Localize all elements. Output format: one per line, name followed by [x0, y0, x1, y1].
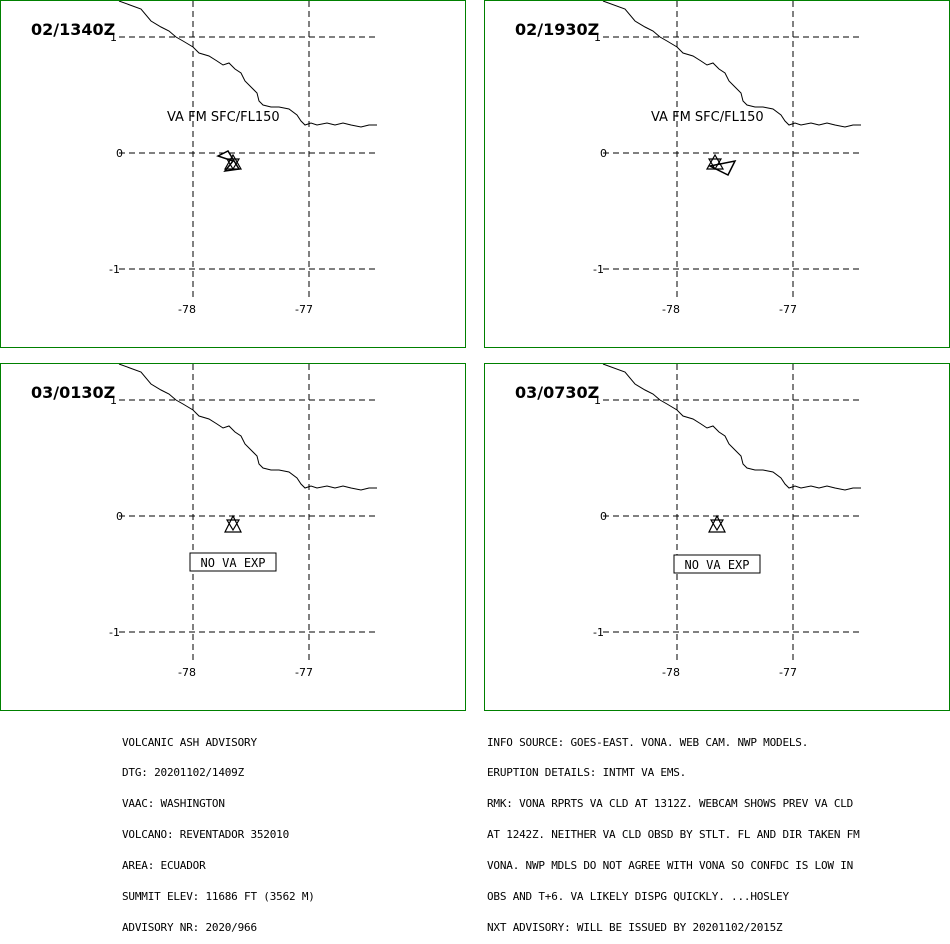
y-tick-label: 0 [116, 510, 123, 523]
coastline [602, 1, 861, 128]
y-tick-label: -1 [593, 626, 604, 639]
y-tick-label: -1 [109, 263, 120, 276]
no-va-label: NO VA EXP [200, 556, 265, 570]
x-tick-label: -77 [779, 666, 797, 679]
panel-time-label: 02/1340Z [31, 20, 115, 39]
grid-lines [603, 1, 861, 297]
map-panel-2: 1 0 -1 -78 -77 02/1930Z VA FM SFC/FL150 [484, 0, 950, 348]
no-va-label: NO VA EXP [684, 558, 749, 572]
y-tick-label: 1 [594, 31, 601, 44]
panel-time-label: 02/1930Z [515, 20, 599, 39]
advisory-text-left: VOLCANIC ASH ADVISORY DTG: 20201102/1409… [122, 717, 315, 944]
map-panel-4: 1 0 -1 -78 -77 03/0730Z NO VA EXP [484, 363, 950, 711]
y-tick-label: 1 [110, 31, 117, 44]
map-canvas-3: 1 0 -1 -78 -77 03/0130Z NO VA EXP [31, 364, 377, 679]
y-tick-label: -1 [109, 626, 120, 639]
x-tick-label: -77 [779, 303, 797, 316]
panel-time-label: 03/0730Z [515, 383, 599, 402]
y-tick-label: 1 [594, 394, 601, 407]
advisory-line: VONA. NWP MDLS DO NOT AGREE WITH VONA SO… [487, 859, 854, 873]
advisory-line: DTG: 20201102/1409Z [122, 766, 245, 780]
va-level-label: VA FM SFC/FL150 [651, 110, 764, 125]
advisory-line: VAAC: WASHINGTON [122, 797, 225, 811]
panel-time-label: 03/0130Z [31, 383, 115, 402]
coastline [118, 1, 377, 128]
map-panel-1: 1 0 -1 -78 -77 02/1340Z VA FM SFC/FL150 [0, 0, 466, 348]
advisory-line: VOLCANO: REVENTADOR 352010 [122, 828, 289, 842]
y-tick-label: 0 [600, 510, 607, 523]
advisory-line: AT 1242Z. NEITHER VA CLD OBSD BY STLT. F… [487, 828, 860, 842]
x-tick-label: -78 [178, 303, 196, 316]
y-tick-label: 0 [600, 147, 607, 160]
coastline [118, 364, 377, 491]
ash-plume [216, 150, 241, 173]
x-tick-label: -77 [295, 303, 313, 316]
va-level-label: VA FM SFC/FL150 [167, 110, 280, 125]
advisory-line: SUMMIT ELEV: 11686 FT (3562 M) [122, 890, 315, 904]
x-tick-label: -78 [178, 666, 196, 679]
advisory-line: ERUPTION DETAILS: INTMT VA EMS. [487, 766, 687, 780]
advisory-text-right: INFO SOURCE: GOES-EAST. VONA. WEB CAM. N… [487, 717, 860, 944]
y-tick-label: -1 [593, 263, 604, 276]
map-canvas-4: 1 0 -1 -78 -77 03/0730Z NO VA EXP [515, 364, 861, 679]
advisory-line: AREA: ECUADOR [122, 859, 206, 873]
grid-lines [119, 1, 377, 297]
grid-lines [119, 364, 377, 660]
x-tick-label: -78 [662, 303, 680, 316]
advisory-line: RMK: VONA RPRTS VA CLD AT 1312Z. WEBCAM … [487, 797, 854, 811]
volcano-icon [708, 514, 726, 533]
coastline [602, 364, 861, 491]
advisory-line: NXT ADVISORY: WILL BE ISSUED BY 20201102… [487, 920, 783, 934]
y-tick-label: 1 [110, 394, 117, 407]
ash-plume [707, 159, 737, 177]
advisory-line: INFO SOURCE: GOES-EAST. VONA. WEB CAM. N… [487, 735, 809, 749]
grid-lines [603, 364, 861, 660]
volcano-icon [224, 514, 242, 533]
volcano-icon [705, 153, 725, 171]
advisory-line: VOLCANIC ASH ADVISORY [122, 735, 257, 749]
y-tick-label: 0 [116, 147, 123, 160]
advisory-line: ADVISORY NR: 2020/966 [122, 920, 257, 934]
map-canvas-2: 1 0 -1 -78 -77 02/1930Z VA FM SFC/FL150 [515, 1, 861, 316]
advisory-line: OBS AND T+6. VA LIKELY DISPG QUICKLY. ..… [487, 890, 789, 904]
x-tick-label: -78 [662, 666, 680, 679]
map-panel-3: 1 0 -1 -78 -77 03/0130Z NO VA EXP [0, 363, 466, 711]
x-tick-label: -77 [295, 666, 313, 679]
no-va-box [189, 552, 277, 572]
map-canvas-1: 1 0 -1 -78 -77 02/1340Z VA FM SFC/FL150 [31, 1, 377, 316]
no-va-box [673, 554, 761, 574]
